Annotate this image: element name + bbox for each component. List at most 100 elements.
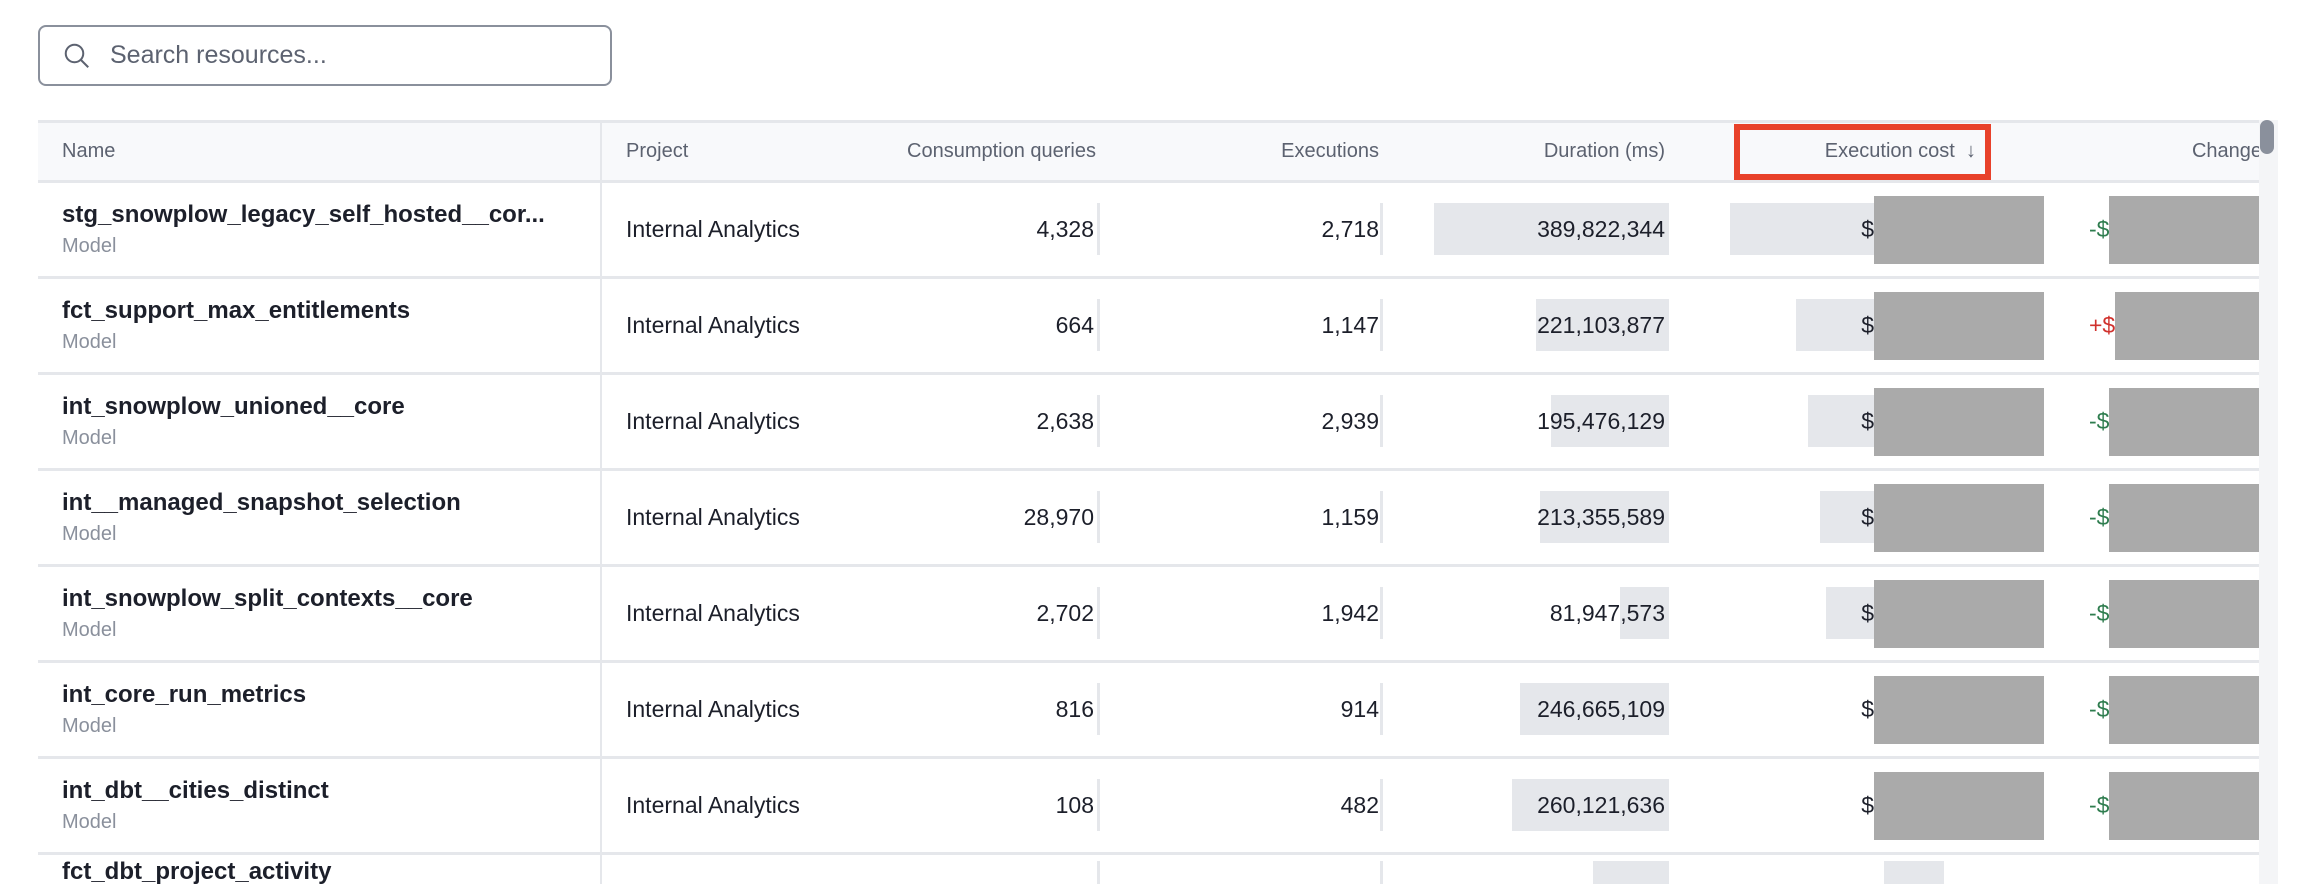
header-label: Execution cost [1824, 140, 1955, 162]
redacted-cost [1874, 195, 2044, 264]
cost-cell: $ [1669, 663, 2044, 756]
project-cell: Internal Analytics [602, 471, 822, 564]
change-cell: -$ [2044, 375, 2259, 468]
consumption-value: 108 [1055, 792, 1094, 818]
table-row[interactable]: stg_snowplow_legacy_self_hosted__cor... … [38, 183, 2259, 279]
redacted-change [2109, 771, 2259, 840]
header-duration[interactable]: Duration (ms) [1383, 123, 1669, 180]
consumption-cell: 2,638 [822, 375, 1100, 468]
consumption-bar [1097, 587, 1100, 639]
header-name[interactable]: Name [38, 123, 602, 180]
header-execution-cost[interactable]: Execution cost ↓ [1669, 123, 2044, 180]
redacted-cost [1874, 387, 2044, 456]
project-name: Internal Analytics [626, 696, 800, 722]
executions-bar [1380, 587, 1383, 639]
resource-name[interactable]: int_snowplow_split_contexts__core [62, 585, 473, 612]
table-row[interactable]: int__managed_snapshot_selection Model In… [38, 471, 2259, 567]
duration-cell: 213,355,589 [1383, 471, 1669, 564]
resource-name[interactable]: int__managed_snapshot_selection [62, 489, 461, 516]
table-row[interactable]: fct_support_max_entitlements Model Inter… [38, 279, 2259, 375]
duration-bar [1620, 587, 1669, 639]
executions-cell: 914 [1100, 663, 1383, 756]
header-label: Executions [1281, 140, 1379, 162]
project-name: Internal Analytics [626, 504, 800, 530]
scrollbar-thumb[interactable] [2260, 120, 2274, 154]
resource-type: Model [62, 619, 117, 641]
scrollbar-track[interactable] [2259, 120, 2278, 884]
table-row[interactable]: fct_dbt_project_activity [38, 855, 2259, 884]
consumption-bar [1097, 861, 1100, 884]
header-label: Change [2191, 140, 2259, 162]
name-cell: int__managed_snapshot_selection Model [38, 471, 602, 564]
executions-cell: 1,159 [1100, 471, 1383, 564]
duration-bar [1540, 491, 1669, 543]
project-cell [602, 855, 822, 884]
consumption-value: 4,328 [1036, 216, 1094, 242]
consumption-value: 28,970 [1023, 504, 1094, 530]
header-change[interactable]: Change [2044, 123, 2259, 180]
executions-bar [1380, 203, 1383, 255]
sort-descending-icon: ↓ [1966, 140, 1976, 162]
header-consumption[interactable]: Consumption queries [822, 123, 1100, 180]
project-cell: Internal Analytics [602, 567, 822, 660]
cost-cell: $ [1669, 279, 2044, 372]
executions-cell: 2,939 [1100, 375, 1383, 468]
cost-cell [1669, 855, 2044, 884]
resource-name[interactable]: int_snowplow_unioned__core [62, 393, 405, 420]
resource-name[interactable]: fct_support_max_entitlements [62, 297, 411, 324]
change-sign: -$ [2089, 408, 2110, 434]
project-cell: Internal Analytics [602, 663, 822, 756]
search-input-wrapper[interactable] [38, 25, 612, 86]
header-label: Project [626, 140, 689, 162]
duration-cell: 246,665,109 [1383, 663, 1669, 756]
change-cell: -$ [2044, 759, 2259, 852]
cost-currency: $ [1861, 696, 1874, 722]
table-row[interactable]: int_core_run_metrics Model Internal Anal… [38, 663, 2259, 759]
search-input[interactable] [110, 41, 590, 70]
resource-name[interactable]: stg_snowplow_legacy_self_hosted__cor... [62, 201, 545, 228]
cost-cell: $ [1669, 471, 2044, 564]
name-cell: fct_support_max_entitlements Model [38, 279, 602, 372]
change-sign: -$ [2089, 216, 2110, 242]
duration-bar [1551, 395, 1669, 447]
duration-bar [1592, 861, 1669, 884]
resource-name[interactable]: int_dbt__cities_distinct [62, 777, 329, 804]
cost-bar [1884, 861, 1944, 884]
resource-type: Model [62, 427, 117, 449]
consumption-bar [1097, 683, 1100, 735]
consumption-value: 2,638 [1036, 408, 1094, 434]
executions-bar [1380, 683, 1383, 735]
resource-type: Model [62, 235, 117, 257]
name-cell: int_snowplow_split_contexts__core Model [38, 567, 602, 660]
resource-name[interactable]: fct_dbt_project_activity [62, 858, 332, 885]
project-name: Internal Analytics [626, 408, 800, 434]
consumption-bar [1097, 779, 1100, 831]
header-project[interactable]: Project [602, 123, 822, 180]
executions-bar [1380, 395, 1383, 447]
executions-bar [1380, 299, 1383, 351]
table-row[interactable]: int_dbt__cities_distinct Model Internal … [38, 759, 2259, 855]
duration-value: 81,947,573 [1549, 600, 1665, 626]
duration-cell: 221,103,877 [1383, 279, 1669, 372]
executions-cell: 2,718 [1100, 183, 1383, 276]
change-sign: -$ [2089, 504, 2110, 530]
consumption-value: 2,702 [1036, 600, 1094, 626]
table-row[interactable]: int_snowplow_unioned__core Model Interna… [38, 375, 2259, 471]
duration-bar [1536, 299, 1669, 351]
duration-value: 195,476,129 [1537, 408, 1665, 434]
resource-name[interactable]: int_core_run_metrics [62, 681, 307, 708]
resource-type: Model [62, 811, 117, 833]
duration-cell: 260,121,636 [1383, 759, 1669, 852]
header-executions[interactable]: Executions [1100, 123, 1383, 180]
change-cell: -$ [2044, 567, 2259, 660]
consumption-value: 816 [1055, 696, 1094, 722]
table-row[interactable]: int_snowplow_split_contexts__core Model … [38, 567, 2259, 663]
consumption-bar [1097, 299, 1100, 351]
duration-value: 213,355,589 [1537, 504, 1665, 530]
executions-value: 1,942 [1321, 600, 1379, 626]
redacted-change [2109, 195, 2259, 264]
redacted-cost [1874, 771, 2044, 840]
header-label: Consumption queries [907, 140, 1096, 162]
executions-cell: 1,147 [1100, 279, 1383, 372]
header-label: Name [62, 140, 116, 162]
